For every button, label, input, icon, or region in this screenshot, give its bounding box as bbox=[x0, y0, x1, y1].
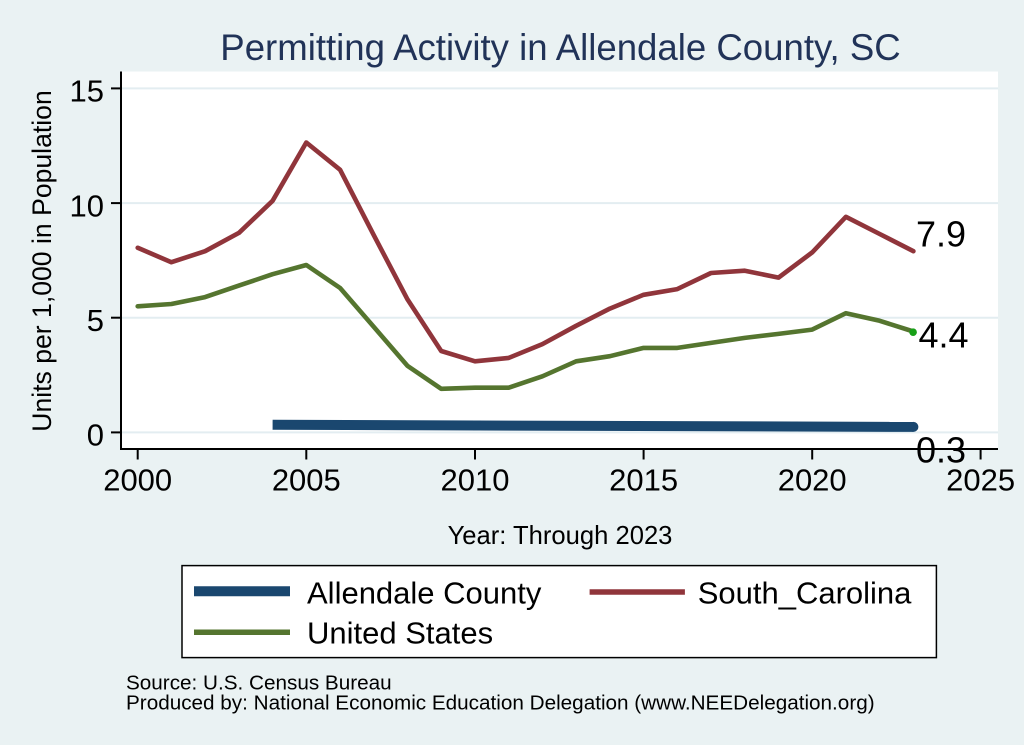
svg-text:15: 15 bbox=[70, 74, 104, 109]
svg-text:South_Carolina: South_Carolina bbox=[698, 575, 912, 610]
svg-text:2025: 2025 bbox=[946, 463, 1015, 498]
svg-text:Produced by: National Economic: Produced by: National Economic Education… bbox=[126, 692, 875, 715]
svg-text:United States: United States bbox=[307, 615, 493, 650]
svg-text:0.3: 0.3 bbox=[916, 429, 966, 470]
svg-text:2000: 2000 bbox=[103, 463, 172, 498]
svg-text:4.4: 4.4 bbox=[919, 315, 969, 356]
svg-text:Units per 1,000 in Population: Units per 1,000 in Population bbox=[27, 90, 57, 432]
svg-text:0: 0 bbox=[87, 418, 104, 453]
svg-text:Allendale County: Allendale County bbox=[307, 575, 542, 610]
svg-text:Year: Through 2023: Year: Through 2023 bbox=[448, 522, 673, 550]
svg-text:2005: 2005 bbox=[272, 463, 341, 498]
svg-text:2020: 2020 bbox=[778, 463, 847, 498]
svg-text:7.9: 7.9 bbox=[916, 214, 966, 255]
svg-text:10: 10 bbox=[70, 188, 104, 223]
svg-text:Permitting Activity in Allenda: Permitting Activity in Allendale County,… bbox=[220, 27, 900, 68]
svg-text:2010: 2010 bbox=[441, 463, 510, 498]
svg-text:Source: U.S. Census Bureau: Source: U.S. Census Bureau bbox=[126, 672, 392, 695]
svg-text:5: 5 bbox=[87, 303, 104, 338]
svg-text:2015: 2015 bbox=[609, 463, 678, 498]
